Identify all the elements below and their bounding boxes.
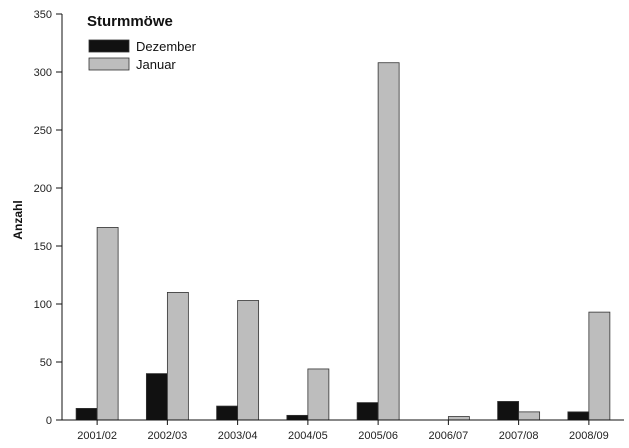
x-tick-label: 2005/06 [358, 430, 398, 442]
legend-swatch-dezember [88, 39, 130, 53]
bar-januar-2004-05 [307, 368, 330, 421]
legend-label-januar: Januar [136, 57, 176, 72]
x-tick-label: 2001/02 [77, 430, 117, 442]
x-tick-label: 2008/09 [569, 430, 609, 442]
bar-januar-2007-08 [518, 411, 541, 421]
y-tick-label: 200 [34, 183, 52, 195]
y-tick-label: 50 [40, 357, 52, 369]
x-tick-label: 2003/04 [218, 430, 258, 442]
y-tick-label: 300 [34, 67, 52, 79]
legend-label-dezember: Dezember [136, 39, 197, 54]
bar-januar-2006-07 [447, 416, 470, 421]
x-tick-label: 2004/05 [288, 430, 328, 442]
y-tick-label: 100 [34, 299, 52, 311]
legend-swatch-januar [88, 57, 130, 71]
bar-januar-2008-09 [588, 311, 611, 421]
x-tick-label: 2002/03 [147, 430, 187, 442]
bar-januar-2003-04 [237, 300, 260, 421]
bars [75, 62, 611, 421]
bar-dezember-2002-03 [145, 373, 168, 421]
bar-dezember-2004-05 [286, 414, 309, 421]
bar-januar-2002-03 [166, 291, 189, 421]
y-tick-label: 150 [34, 241, 52, 253]
bar-januar-2005-06 [377, 62, 400, 421]
ticks: 0 50 100 150 200 250 300 350 2001/02 2002/03 2003/… [34, 9, 609, 442]
bar-dezember-2005-06 [356, 402, 379, 421]
chart-title: Sturmmöwe [87, 13, 173, 30]
x-tick-label: 2007/08 [499, 430, 539, 442]
y-tick-label: 250 [34, 125, 52, 137]
bar-dezember-2003-04 [216, 405, 239, 421]
y-tick-label: 350 [34, 9, 52, 21]
bar-dezember-2007-08 [497, 401, 520, 421]
axes [61, 14, 624, 421]
bar-dezember-2008-09 [567, 411, 590, 421]
bar-dezember-2001-02 [75, 407, 98, 421]
x-tick-label: 2006/07 [428, 430, 468, 442]
y-axis-label: Anzahl [11, 200, 25, 239]
y-tick-label: 0 [46, 415, 52, 427]
bar-januar-2001-02 [96, 227, 119, 421]
legend: Sturmmöwe Dezember Januar [87, 13, 197, 72]
